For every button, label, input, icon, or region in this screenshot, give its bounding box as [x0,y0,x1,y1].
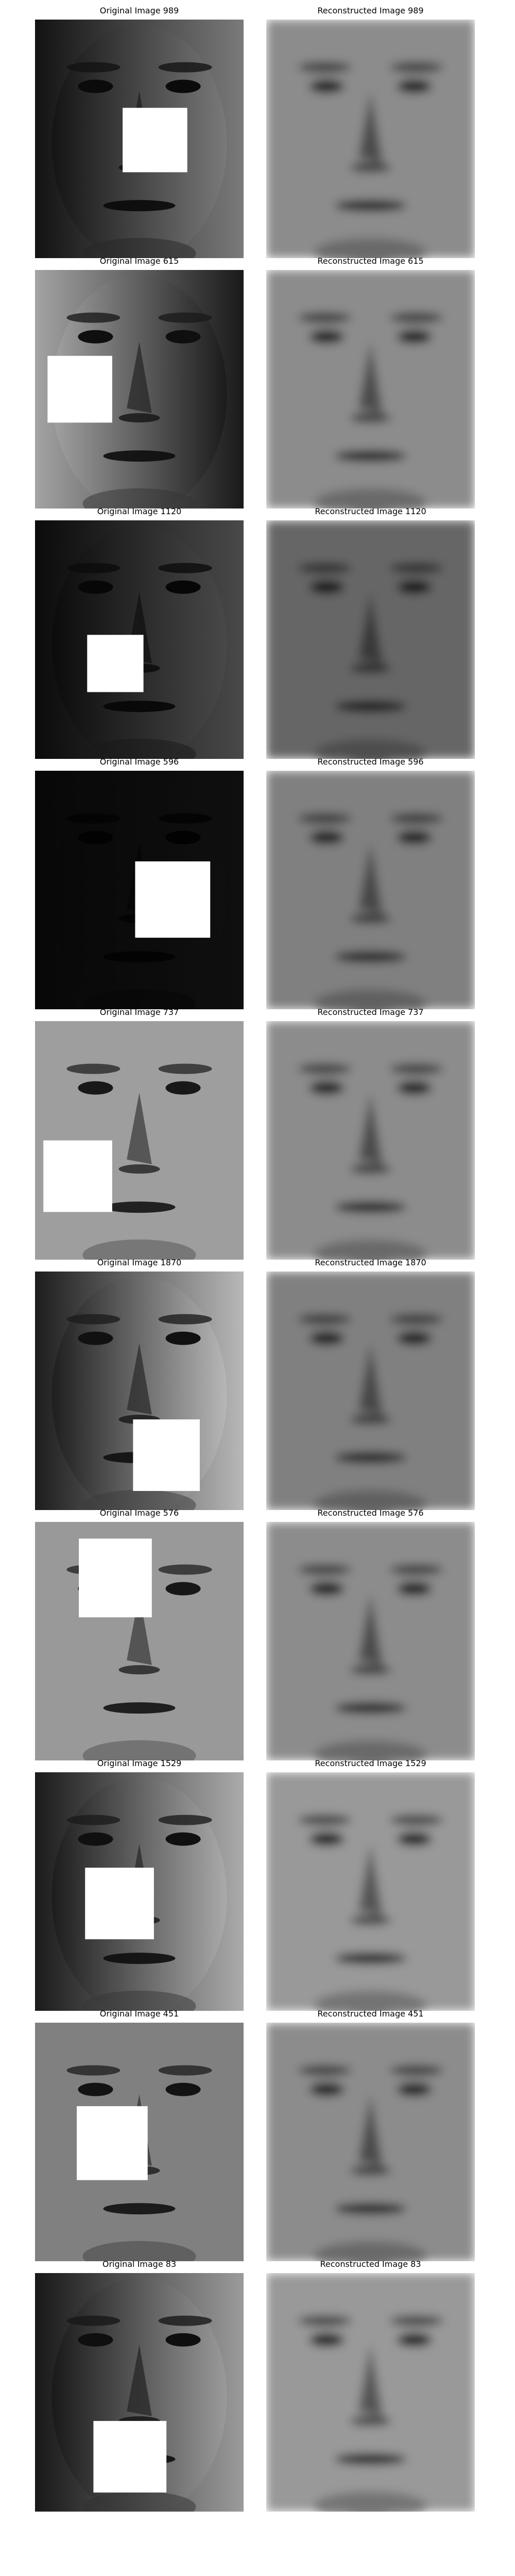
original-image-title: Original Image 615 [99,256,179,266]
original-image-face [35,2023,244,2261]
reconstructed-image-face [266,1272,475,1510]
reconstructed-image [266,771,475,1009]
original-image [35,1272,244,1510]
original-image-title: Original Image 596 [99,757,179,767]
reconstructed-image [266,1522,475,1760]
reconstructed-image-title: Reconstructed Image 989 [317,6,424,15]
reconstructed-image-face [266,1522,475,1760]
original-image-title: Original Image 1870 [97,1258,182,1267]
reconstructed-image-title: Reconstructed Image 576 [317,1508,424,1518]
reconstructed-image-title: Reconstructed Image 83 [320,2259,421,2269]
original-image [35,1772,244,2011]
reconstructed-image-face [266,1772,475,2011]
original-image-face [35,20,244,258]
reconstructed-image-face [266,520,475,759]
original-image [35,270,244,509]
original-image-title: Original Image 737 [99,1007,179,1017]
original-image-title: Original Image 989 [99,6,179,15]
original-image-face [35,2273,244,2512]
reconstructed-image-title: Reconstructed Image 596 [317,757,424,767]
reconstructed-image-face [266,1021,475,1260]
original-image-title: Original Image 576 [99,1508,179,1518]
reconstructed-image [266,1272,475,1510]
original-image-face [35,520,244,759]
original-image-title: Original Image 1529 [97,1758,182,1768]
original-image-face [35,270,244,509]
original-image-face [35,1021,244,1260]
reconstructed-image [266,2023,475,2261]
reconstructed-image-title: Reconstructed Image 615 [317,256,424,266]
original-image-title: Original Image 83 [102,2259,177,2269]
reconstructed-image [266,1021,475,1260]
reconstructed-image [266,20,475,258]
reconstructed-image [266,2273,475,2512]
original-image-face [35,1522,244,1760]
original-image [35,1021,244,1260]
reconstructed-image [266,270,475,509]
original-image [35,2273,244,2512]
original-image-face [35,771,244,1009]
reconstructed-image [266,1772,475,2011]
original-image [35,20,244,258]
reconstructed-image-title: Reconstructed Image 1529 [315,1758,426,1768]
reconstructed-image-face [266,20,475,258]
original-image [35,771,244,1009]
original-image [35,2023,244,2261]
reconstructed-image-title: Reconstructed Image 451 [317,2009,424,2019]
reconstructed-image-title: Reconstructed Image 1120 [315,506,426,516]
reconstructed-image-title: Reconstructed Image 737 [317,1007,424,1017]
original-image [35,520,244,759]
reconstructed-image-face [266,270,475,509]
reconstructed-image-face [266,771,475,1009]
original-image-face [35,1272,244,1510]
reconstructed-image-title: Reconstructed Image 1870 [315,1258,426,1267]
reconstructed-image-face [266,2273,475,2512]
original-image [35,1522,244,1760]
original-image-face [35,1772,244,2011]
original-image-title: Original Image 451 [99,2009,179,2019]
original-image-title: Original Image 1120 [97,506,182,516]
reconstructed-image [266,520,475,759]
reconstructed-image-face [266,2023,475,2261]
